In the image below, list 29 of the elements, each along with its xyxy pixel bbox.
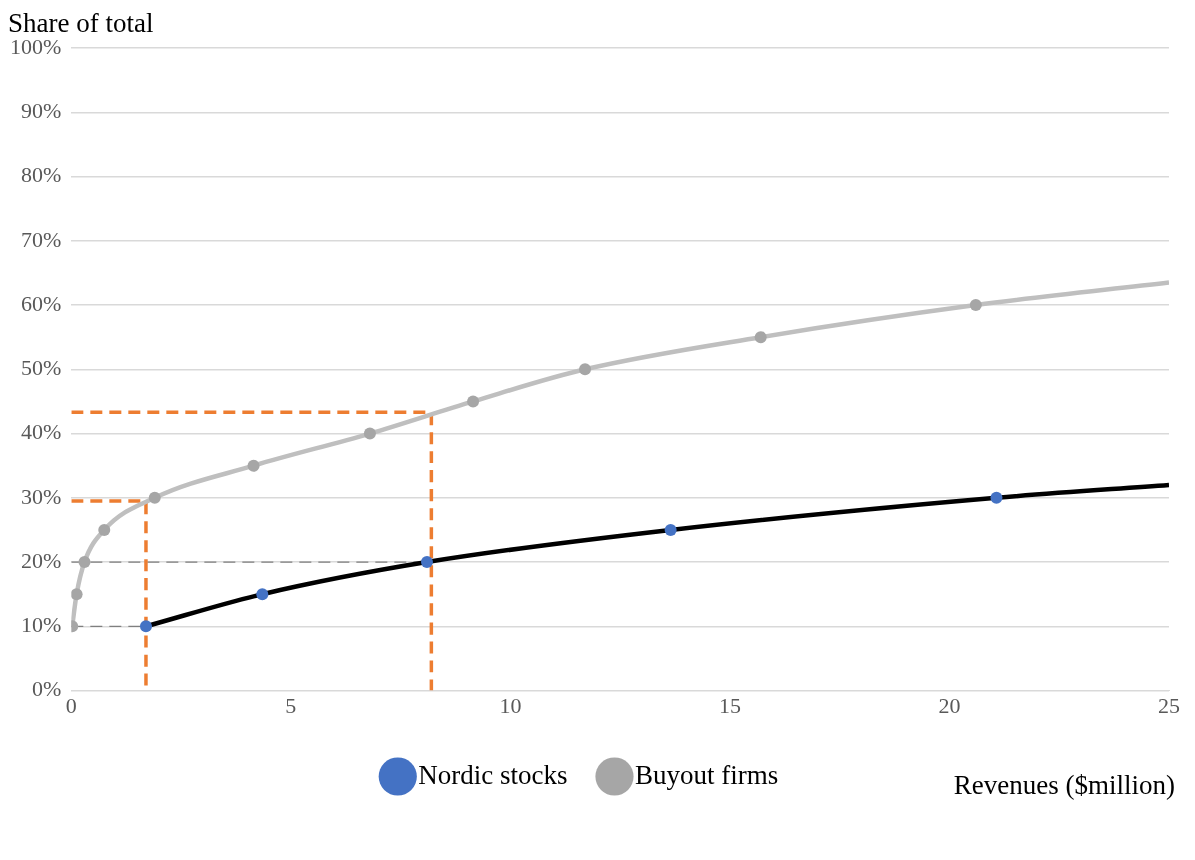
- y-tick-label: 20%: [21, 547, 62, 573]
- x-tick-label: 10: [499, 692, 522, 718]
- point: [71, 588, 83, 601]
- y-tick-label: 70%: [21, 226, 62, 252]
- point: [467, 395, 480, 408]
- y-tick-label: 30%: [21, 483, 62, 509]
- y-tick-label: 60%: [21, 290, 62, 316]
- x-tick-label: 25: [1158, 692, 1180, 718]
- y-tick-label: 40%: [21, 419, 62, 445]
- legend-label: Buyout firms: [634, 759, 779, 790]
- point: [148, 491, 161, 504]
- x-tick-label: 15: [718, 692, 741, 718]
- point: [247, 459, 260, 472]
- y-tick-label: 50%: [21, 355, 62, 381]
- x-tick-label: 5: [285, 692, 297, 718]
- point: [579, 363, 592, 376]
- x-tick-label: 20: [938, 692, 961, 718]
- point: [78, 556, 91, 569]
- x-axis-title: Revenues ($million): [953, 770, 1175, 801]
- legend-label: Nordic stocks: [418, 759, 568, 790]
- point: [754, 331, 767, 344]
- y-tick-label: 0%: [32, 676, 62, 702]
- point: [969, 299, 982, 312]
- point: [98, 523, 111, 536]
- y-tick-label: 10%: [21, 612, 62, 638]
- y-tick-label: 80%: [21, 162, 62, 188]
- y-tick-label: 90%: [21, 98, 62, 124]
- x-tick-label: 0: [65, 692, 77, 718]
- point: [363, 427, 376, 440]
